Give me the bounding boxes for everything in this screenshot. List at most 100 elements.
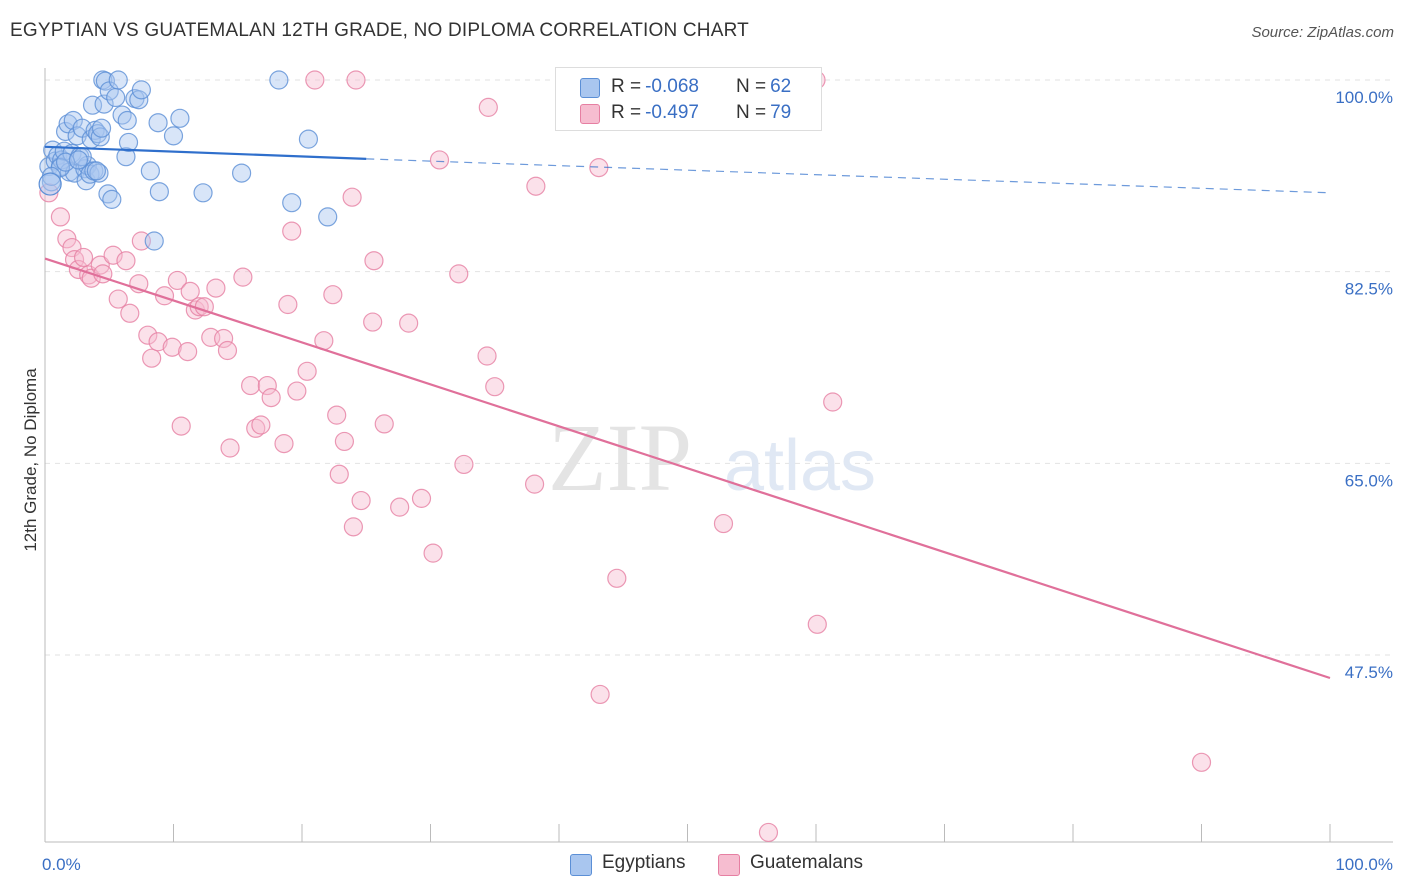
legend-n: N = 79 bbox=[736, 102, 792, 123]
egyptians-point bbox=[318, 207, 338, 227]
egyptians-point bbox=[193, 183, 213, 203]
guatemalans-point bbox=[343, 517, 363, 537]
guatemalans-point bbox=[257, 375, 277, 396]
guatemalans-point bbox=[138, 325, 158, 345]
guatemalans-point bbox=[524, 474, 545, 494]
legend-row-egyptians: R = -0.068 N = 62 bbox=[556, 75, 821, 101]
guatemalans-point bbox=[167, 270, 187, 291]
axes bbox=[44, 68, 1393, 843]
y-axis-title: 12th Grade, No Diploma bbox=[21, 368, 40, 552]
stats-legend: R = -0.068 N = 62 R = -0.497 N = 79 bbox=[555, 67, 822, 131]
egyptians-point bbox=[140, 161, 160, 181]
guatemalans-point bbox=[287, 381, 307, 401]
guatemalans-point bbox=[246, 418, 266, 438]
guatemalans-point bbox=[364, 251, 384, 271]
source-label: Source: ZipAtlas.com bbox=[1251, 24, 1394, 41]
guatemalans-point bbox=[120, 303, 140, 323]
egyptians-point bbox=[269, 70, 289, 90]
y-tick-label: 65.0% bbox=[1345, 471, 1393, 490]
legend-r: R = -0.497 bbox=[611, 102, 699, 123]
egyptians-points bbox=[38, 70, 338, 251]
guatemalans-point bbox=[154, 286, 175, 306]
guatemalans-point bbox=[823, 392, 843, 412]
guatemalans-trend-line bbox=[44, 257, 1331, 680]
x-tick-label: 100.0% bbox=[1335, 855, 1393, 874]
guatemalans-point bbox=[713, 513, 734, 534]
egyptians-point bbox=[116, 147, 136, 167]
y-tick-label: 82.5% bbox=[1345, 280, 1393, 299]
egyptians-trend-line bbox=[44, 145, 367, 160]
guatemalans-point bbox=[346, 70, 366, 90]
guatemalans-point bbox=[178, 342, 198, 362]
guatemalans-point bbox=[142, 348, 162, 368]
guatemalans-point bbox=[374, 414, 394, 434]
egyptians-point bbox=[91, 118, 112, 138]
guatemalans-point bbox=[241, 375, 261, 396]
guatemalans-point bbox=[233, 267, 253, 287]
legend-r-value: -0.068 bbox=[645, 76, 699, 97]
guatemalans-point bbox=[477, 346, 497, 366]
guatemalans-point bbox=[323, 285, 343, 305]
egyptians-point bbox=[117, 110, 137, 131]
guatemalans-point bbox=[171, 416, 191, 436]
legend-label-egyptians: Egyptians bbox=[602, 852, 686, 873]
guatemalans-point bbox=[81, 268, 101, 288]
legend-row-guatemalans: R = -0.497 N = 79 bbox=[556, 101, 821, 127]
legend-swatch-guatemalans bbox=[718, 854, 740, 876]
egyptians-point bbox=[232, 163, 252, 183]
egyptians-point bbox=[68, 150, 89, 170]
guatemalans-point bbox=[297, 361, 317, 381]
guatemalans-point bbox=[449, 264, 469, 284]
guatemalans-point bbox=[411, 488, 432, 508]
guatemalans-point bbox=[251, 415, 271, 435]
egyptians-point bbox=[148, 113, 168, 133]
guatemalans-point bbox=[478, 97, 498, 117]
guatemalans-point bbox=[607, 568, 627, 588]
egyptians-point bbox=[282, 193, 302, 213]
guatemalans-point bbox=[278, 294, 298, 315]
egyptians-point bbox=[298, 129, 319, 149]
egyptians-trend-extension bbox=[366, 158, 1331, 194]
guatemalans-point bbox=[590, 684, 610, 705]
guatemalans-point bbox=[454, 454, 474, 475]
x-tick-label: 0.0% bbox=[42, 855, 81, 874]
watermark-zip: ZIP bbox=[548, 404, 692, 511]
guatemalans-point bbox=[261, 388, 281, 408]
egyptians-point bbox=[163, 126, 184, 146]
legend-n: N = 62 bbox=[736, 76, 792, 97]
guatemalans-point bbox=[363, 312, 383, 332]
egyptians-point bbox=[86, 161, 107, 181]
legend-n-value: 62 bbox=[770, 76, 792, 97]
legend-swatch-egyptians bbox=[570, 854, 592, 876]
guatemalans-point bbox=[423, 543, 443, 563]
guatemalans-point bbox=[429, 150, 450, 170]
guatemalans-point bbox=[282, 221, 302, 241]
egyptians-point bbox=[170, 108, 190, 128]
legend-swatch-guatemalans bbox=[580, 104, 600, 124]
guatemalans-point bbox=[342, 187, 362, 207]
guatemalans-point bbox=[108, 289, 128, 309]
guatemalans-point bbox=[305, 70, 325, 90]
guatemalans-point bbox=[399, 313, 419, 333]
guatemalans-point bbox=[390, 497, 410, 517]
egyptians-point bbox=[144, 231, 164, 251]
y-tick-label: 47.5% bbox=[1345, 663, 1393, 682]
watermark: ZIP atlas bbox=[548, 404, 876, 511]
legend-swatch-egyptians bbox=[580, 78, 600, 98]
guatemalans-point bbox=[274, 434, 294, 454]
egyptians-point bbox=[118, 132, 139, 153]
y-tick-label: 100.0% bbox=[1335, 88, 1393, 107]
tick-labels: 47.5% 65.0% 82.5% 100.0% 0.0% 100.0% bbox=[42, 88, 1393, 874]
guatemalans-point bbox=[351, 490, 371, 511]
egyptians-point bbox=[112, 105, 132, 125]
guatemalans-point bbox=[214, 328, 234, 349]
guatemalans-point bbox=[217, 340, 238, 361]
legend-r-value: -0.497 bbox=[645, 102, 699, 123]
legend-label-guatemalans: Guatemalans bbox=[750, 852, 864, 873]
guatemalans-point bbox=[148, 332, 168, 352]
guatemalans-point bbox=[220, 438, 240, 458]
egyptians-point-large bbox=[38, 172, 62, 196]
guatemalans-point bbox=[162, 337, 182, 357]
egyptians-point bbox=[89, 163, 109, 183]
